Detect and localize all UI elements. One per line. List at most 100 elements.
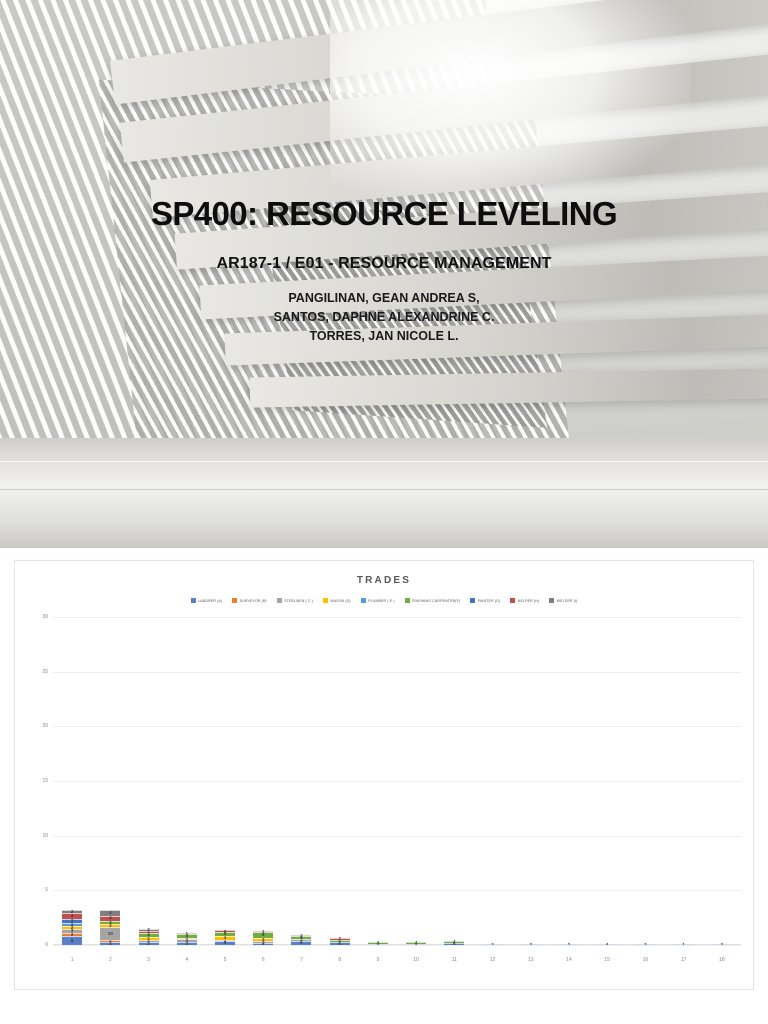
bar-segment[interactable]: 2 bbox=[253, 942, 274, 946]
bar-segment[interactable]: 6 bbox=[62, 936, 83, 945]
bar-column[interactable]: 2 13 bbox=[514, 617, 548, 963]
bar-segment[interactable]: 3 bbox=[176, 941, 197, 945]
bar-segment[interactable]: 1 bbox=[176, 936, 197, 940]
legend-item-7[interactable]: HELPER (H) bbox=[510, 598, 539, 603]
stacked-bar[interactable]: 44 bbox=[406, 934, 427, 946]
legend-item-8[interactable]: WELDER (I) bbox=[549, 598, 577, 603]
stacked-bar[interactable]: 1 bbox=[673, 940, 694, 946]
bar-segment[interactable]: 2 bbox=[138, 927, 159, 931]
stacked-bar[interactable]: 2 bbox=[711, 940, 732, 946]
bar-segment[interactable]: 1 bbox=[176, 931, 197, 935]
bar-segment[interactable]: 4 bbox=[100, 915, 121, 921]
stacked-bar[interactable]: 44 bbox=[367, 934, 388, 946]
bar-segment[interactable]: 1 bbox=[673, 942, 694, 946]
legend-item-3[interactable]: MASON (D) bbox=[323, 598, 351, 603]
bar-segment[interactable]: 2 bbox=[62, 925, 83, 929]
bar-segment[interactable]: 2 bbox=[100, 923, 121, 928]
bar-segment[interactable]: 4 bbox=[367, 941, 388, 945]
bar-segment[interactable]: 2 bbox=[520, 942, 541, 946]
stacked-bar[interactable]: 2 2 10 2 3 4 4 bbox=[100, 907, 121, 945]
stacked-bar[interactable]: 4 bbox=[597, 940, 618, 946]
bar-segment[interactable]: 2 bbox=[558, 942, 579, 946]
stacked-bar[interactable]: 2 bbox=[635, 940, 656, 946]
bar-segment[interactable]: 4 bbox=[597, 942, 618, 946]
bar-column[interactable]: 4 15 bbox=[590, 617, 624, 963]
bar-segment[interactable]: 6 bbox=[291, 941, 312, 945]
bar-segment[interactable]: 2 bbox=[711, 942, 732, 946]
bar-segment[interactable]: 4 bbox=[214, 941, 235, 945]
legend-item-0[interactable]: LABORER (A) bbox=[190, 598, 223, 603]
bar-segment[interactable]: 4 bbox=[406, 941, 427, 945]
bar-column[interactable]: 44 9 bbox=[361, 617, 395, 963]
bar-segment[interactable]: 2 bbox=[214, 929, 235, 933]
bar-segment[interactable]: 4 bbox=[62, 912, 83, 919]
bar-segment[interactable]: 4 bbox=[100, 910, 121, 916]
bar-segment[interactable]: 2 bbox=[253, 940, 274, 944]
bar-segment[interactable]: 4 bbox=[253, 937, 274, 942]
bar-segment[interactable]: 2 bbox=[62, 922, 83, 926]
stacked-bar[interactable]: 2 bbox=[482, 940, 503, 946]
bar-column[interactable]: 2 14 bbox=[552, 617, 586, 963]
legend-item-4[interactable]: PLUMBER ( E ) bbox=[360, 598, 395, 603]
bar-column[interactable]: 2 2 10 2 3 4 4 2 bbox=[93, 617, 127, 963]
bar-segment[interactable]: 4 bbox=[329, 938, 350, 942]
bar-segment[interactable]: 2 bbox=[138, 936, 159, 940]
bar-column[interactable]: 2 16 bbox=[628, 617, 662, 963]
bar-segment[interactable]: 6 bbox=[444, 942, 465, 946]
bar-segment[interactable]: 2 bbox=[214, 938, 235, 942]
bar-segment[interactable]: 1 bbox=[253, 929, 274, 933]
bar-segment[interactable]: 3 bbox=[62, 929, 83, 934]
bar-segment[interactable]: 3 bbox=[62, 919, 83, 924]
bar-segment[interactable]: 2 bbox=[100, 939, 121, 943]
bar-segment[interactable]: 6 bbox=[329, 941, 350, 945]
bar-segment[interactable]: 2 bbox=[482, 942, 503, 946]
bar-column[interactable]: 44 10 bbox=[399, 617, 433, 963]
bar-segment[interactable]: 4 bbox=[367, 942, 388, 946]
bar-segment[interactable]: 2 bbox=[291, 938, 312, 942]
bar-segment[interactable]: 4 bbox=[291, 935, 312, 939]
bar-segment[interactable]: 2 bbox=[138, 930, 159, 934]
bar-segment[interactable]: 4 bbox=[138, 933, 159, 938]
bar-segment[interactable]: 4 bbox=[214, 932, 235, 936]
bar-segment[interactable]: 4 bbox=[444, 940, 465, 944]
bar-segment[interactable]: 3 bbox=[138, 941, 159, 945]
bar-column[interactable]: 6 4 11 bbox=[437, 617, 471, 963]
bar-segment[interactable]: 6 bbox=[253, 932, 274, 938]
legend-item-5[interactable]: FINISHING CARPENTER(F) bbox=[404, 598, 461, 603]
bar-segment[interactable]: 4 bbox=[176, 938, 197, 943]
legend-item-2[interactable]: STEELMEN ( C ) bbox=[276, 598, 313, 603]
bar-segment[interactable]: 2 bbox=[62, 909, 83, 913]
stacked-bar[interactable]: 2 bbox=[558, 940, 579, 946]
legend-item-1[interactable]: SURVEYOR (B) bbox=[232, 598, 267, 603]
bar-segment[interactable]: 3 bbox=[100, 920, 121, 925]
bar-segment[interactable]: 2 bbox=[329, 937, 350, 941]
bar-column[interactable]: 2 18 bbox=[705, 617, 739, 963]
bar-segment[interactable]: 4 bbox=[214, 935, 235, 940]
bar-segment[interactable]: 2 bbox=[291, 933, 312, 937]
legend-item-6[interactable]: PAINTER (G) bbox=[470, 598, 500, 603]
bar-segment[interactable]: 2 bbox=[62, 932, 83, 937]
bar-segment[interactable]: 10 bbox=[100, 927, 121, 940]
bar-segment[interactable]: 2 bbox=[138, 938, 159, 942]
bar-segment[interactable]: 2 bbox=[635, 942, 656, 946]
stacked-bar[interactable]: 2 bbox=[520, 940, 541, 946]
bar-segment[interactable]: 4 bbox=[176, 933, 197, 938]
bar-column[interactable]: 1 17 bbox=[667, 617, 701, 963]
bar-segment[interactable]: 2 bbox=[100, 941, 121, 945]
bar-column[interactable]: 2 12 bbox=[476, 617, 510, 963]
